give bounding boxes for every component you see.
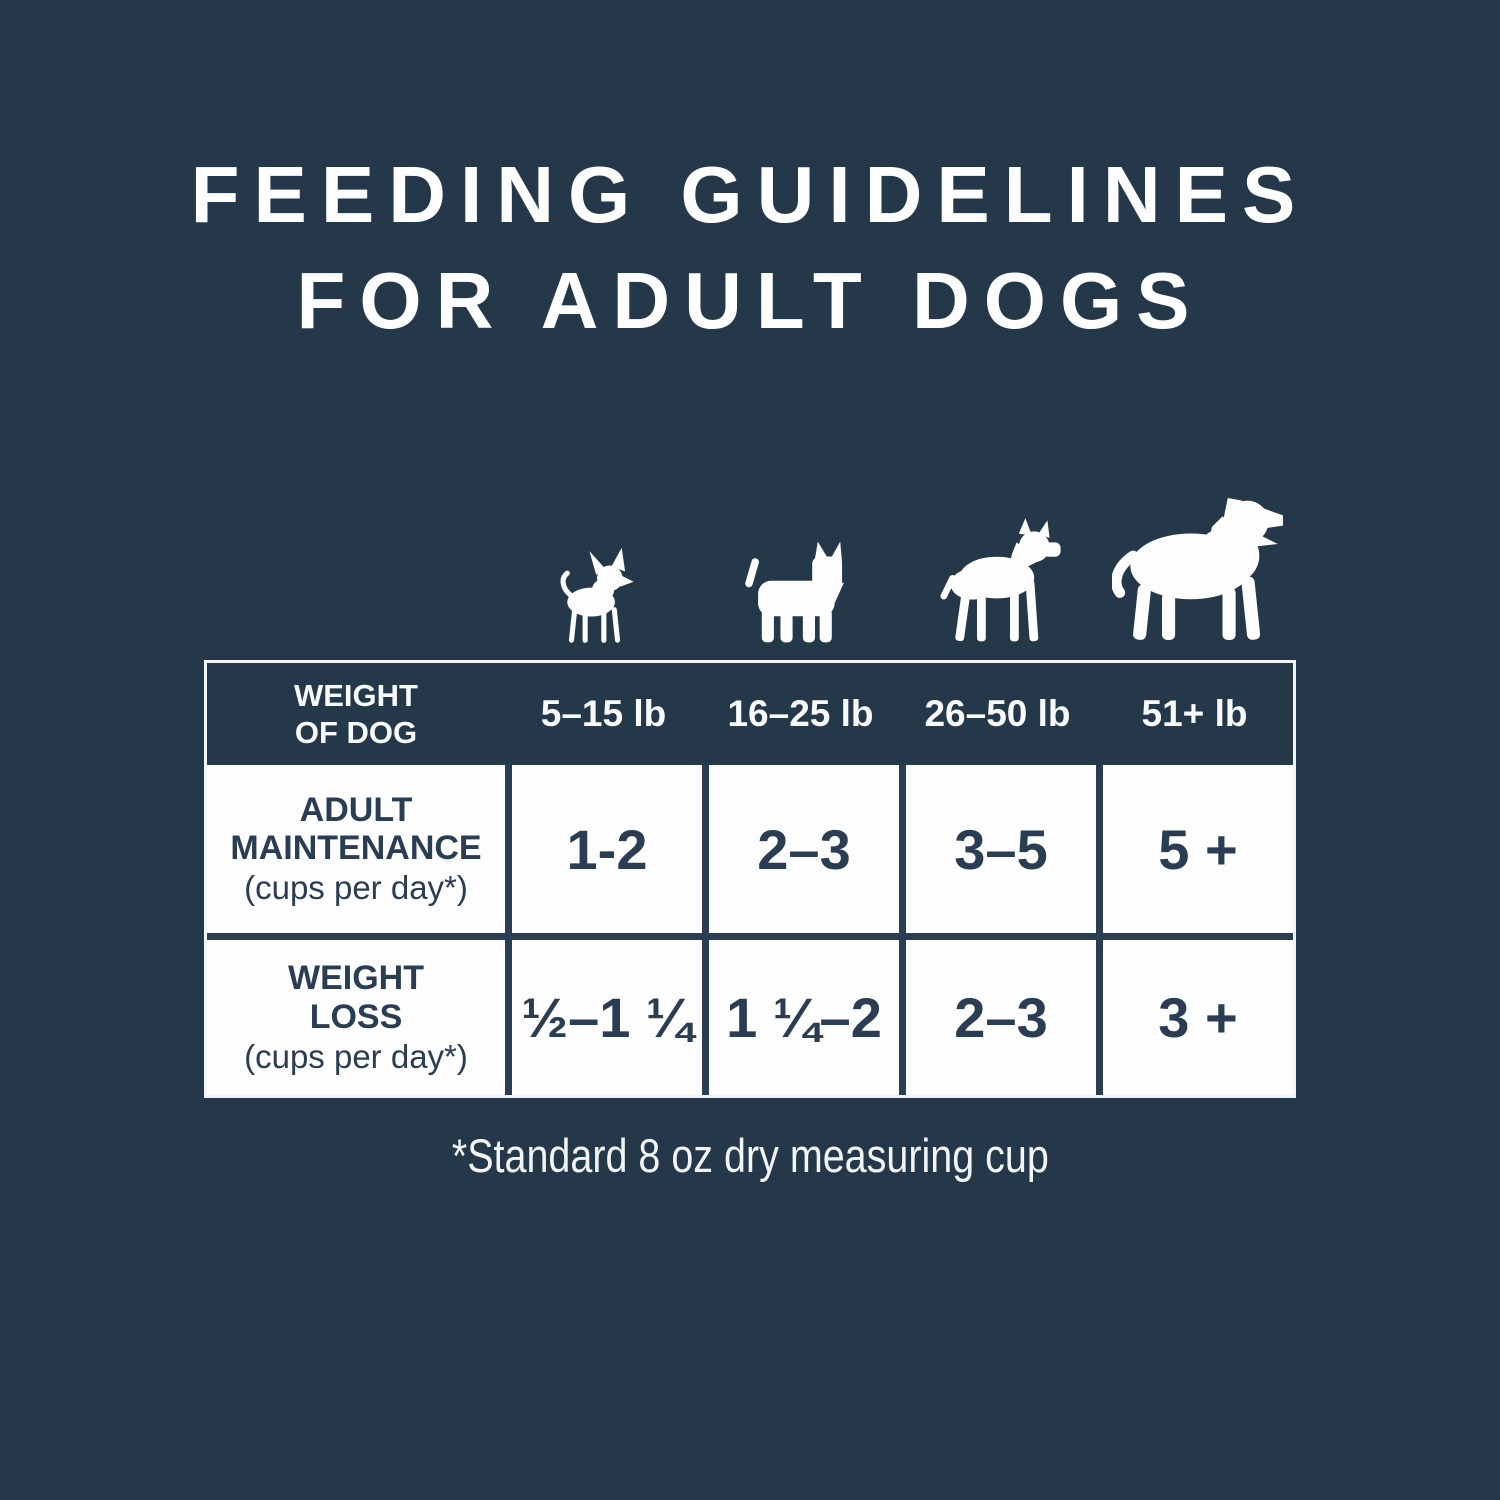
dog-cell-large <box>900 516 1098 648</box>
table-header-weight-range-2: 16–25 lb <box>702 663 899 765</box>
footnote: *Standard 8 oz dry measuring cup <box>0 1128 1500 1183</box>
adult-maintenance-value-3: 3–5 <box>899 765 1096 933</box>
dog-size-icons-row <box>504 482 1296 648</box>
boxer-icon <box>940 518 1061 642</box>
weight-loss-label-line-2: LOSS <box>309 997 403 1036</box>
table-header-weight-of-dog: WEIGHT OF DOG <box>207 663 505 765</box>
weight-of-dog-line-1: WEIGHT <box>294 677 418 713</box>
page-title-line-1: FEEDING GUIDELINES <box>190 150 1310 239</box>
adult-maintenance-label-line-1: ADULT <box>299 790 413 829</box>
weight-loss-label-line-1: WEIGHT <box>288 959 424 998</box>
chihuahua-icon <box>560 547 634 643</box>
table-header-weight-range-3: 26–50 lb <box>899 663 1096 765</box>
dog-cell-xlarge <box>1098 490 1296 648</box>
row-label-weight-loss: WEIGHT LOSS (cups per day*) <box>207 933 505 1095</box>
adult-maintenance-label-line-2: MAINTENANCE <box>230 829 482 868</box>
table-header-weight-range-4: 51+ lb <box>1096 663 1293 765</box>
weight-loss-value-2: 1 ¼–2 <box>702 933 899 1095</box>
weight-loss-sublabel: (cups per day*) <box>244 1037 468 1075</box>
dog-cell-medium <box>702 536 900 648</box>
page-title: FEEDING GUIDELINES FOR ADULT DOGS <box>0 142 1500 355</box>
page-title-line-2: FOR ADULT DOGS <box>296 256 1204 346</box>
footnote-text: *Standard 8 oz dry measuring cup <box>451 1129 1049 1182</box>
row-label-adult-maintenance: ADULT MAINTENANCE (cups per day*) <box>207 765 505 933</box>
rottweiler-icon <box>1111 497 1283 641</box>
terrier-icon <box>745 541 844 643</box>
table-header-weight-range-1: 5–15 lb <box>505 663 702 765</box>
adult-maintenance-sublabel: (cups per day*) <box>244 869 468 907</box>
feeding-table: WEIGHT OF DOG 5–15 lb 16–25 lb 26–50 lb … <box>204 660 1296 1098</box>
weight-loss-value-3: 2–3 <box>899 933 1096 1095</box>
adult-maintenance-value-1: 1-2 <box>505 765 702 933</box>
weight-loss-value-1: ½–1 ¼ <box>505 933 702 1095</box>
weight-loss-value-4: 3 + <box>1096 933 1293 1095</box>
dog-cell-small <box>504 546 702 648</box>
weight-of-dog-line-2: OF DOG <box>294 715 418 750</box>
adult-maintenance-value-4: 5 + <box>1096 765 1293 933</box>
adult-maintenance-value-2: 2–3 <box>702 765 899 933</box>
